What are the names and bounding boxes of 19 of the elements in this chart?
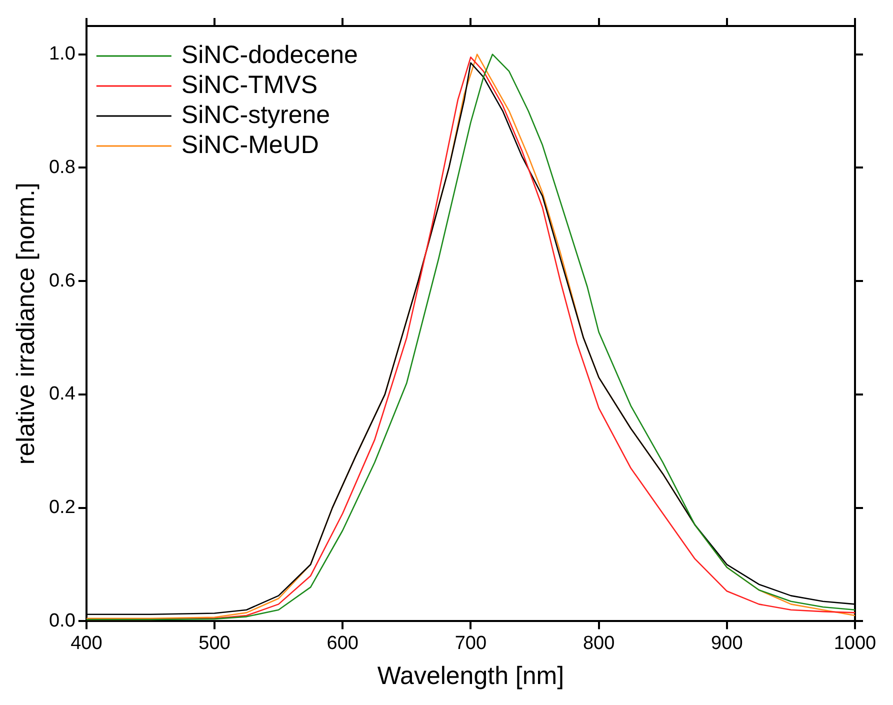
x-tick-label: 400 [70, 632, 102, 654]
x-tick-label: 500 [198, 632, 230, 654]
y-tick-label: 0.0 [48, 610, 76, 632]
legend-label: SiNC-TMVS [181, 70, 318, 99]
x-tick-label: 700 [454, 632, 487, 654]
legend-label: SiNC-dodecene [181, 40, 358, 69]
y-tick-label: 0.8 [48, 156, 76, 178]
x-tick-label: 800 [582, 632, 615, 654]
legend-label: SiNC-styrene [181, 100, 330, 129]
x-tick-label: 1000 [834, 632, 876, 654]
y-tick-label: 0.4 [48, 384, 76, 405]
y-tick-label: 1.0 [48, 44, 76, 65]
y-tick-label: 0.2 [48, 497, 76, 518]
x-tick-label: 600 [326, 632, 358, 654]
legend-label: SiNC-MeUD [181, 130, 319, 159]
x-axis-title: Wavelength [nm] [377, 662, 564, 690]
y-axis-title: relative irradiance [norm.] [12, 182, 40, 465]
y-tick-label: 0.6 [48, 270, 76, 292]
x-tick-label: 900 [711, 632, 743, 654]
